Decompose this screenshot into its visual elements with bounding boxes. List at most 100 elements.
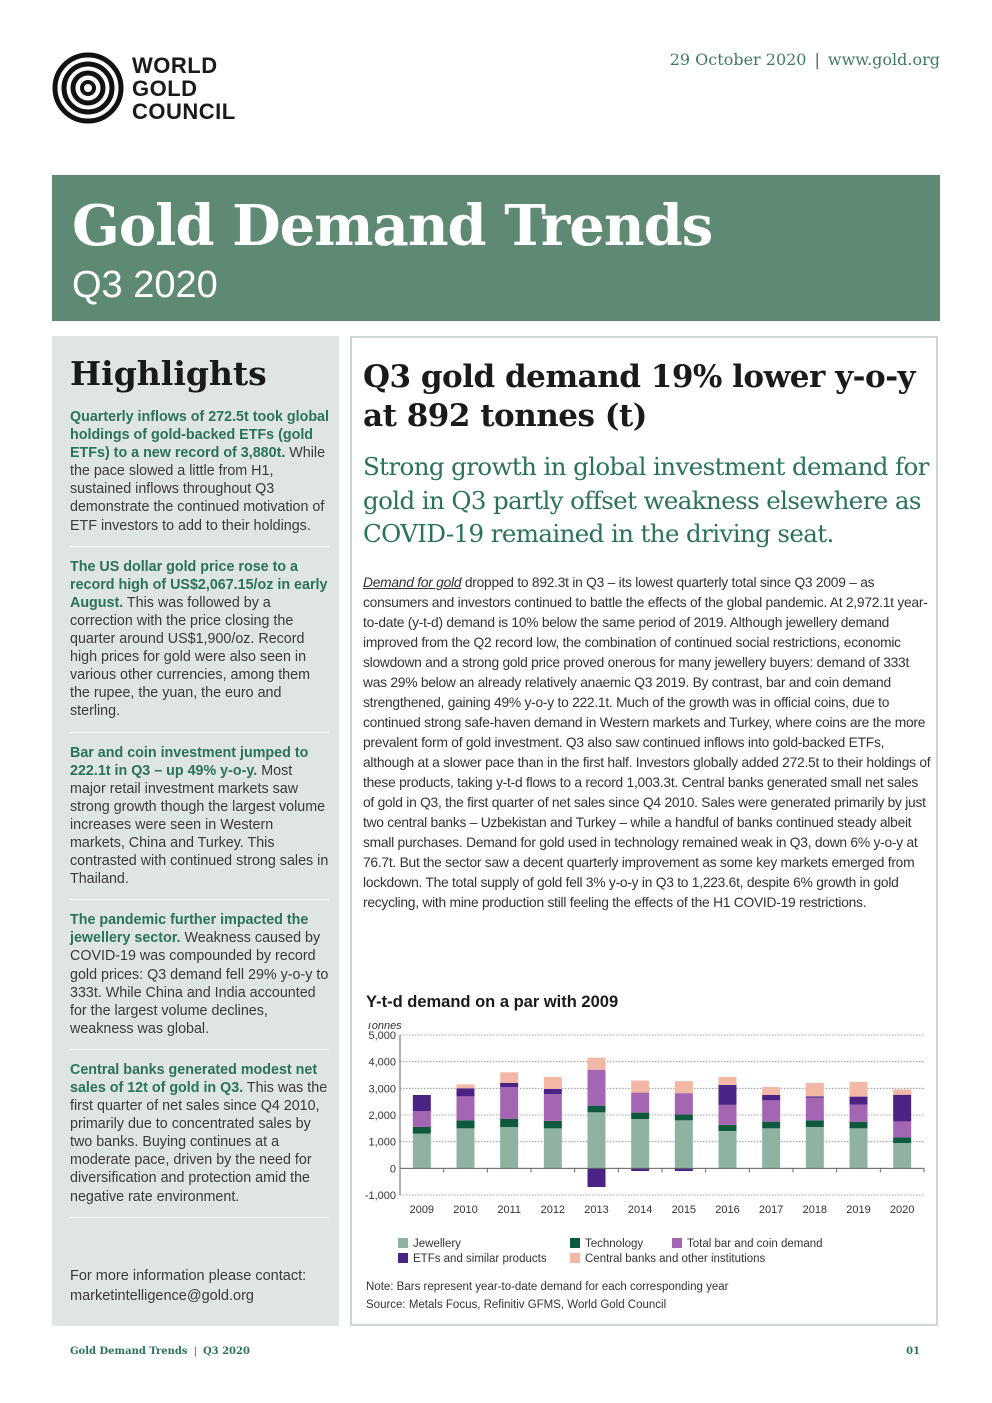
bar-segment xyxy=(762,1100,781,1122)
meta-separator: | xyxy=(814,50,820,69)
bar-segment xyxy=(412,1095,431,1111)
footer-title: Gold Demand Trends xyxy=(70,1346,188,1357)
article-body: Demand for gold dropped to 892.3t in Q3 … xyxy=(363,573,931,913)
legend-entry: Total bar and coin demand xyxy=(672,1238,823,1250)
bar-segment xyxy=(456,1088,475,1097)
highlight-lead: Quarterly inflows of 272.5t took global … xyxy=(70,409,329,462)
bar-segment xyxy=(893,1121,912,1138)
bar-segment xyxy=(718,1104,737,1125)
publication-date: 29 October 2020 xyxy=(669,50,807,69)
bar-segment xyxy=(500,1087,519,1119)
bar-segment xyxy=(893,1137,912,1143)
bar-segment xyxy=(718,1131,737,1169)
bar-segment xyxy=(849,1081,868,1097)
logo-line-1: WORLD xyxy=(132,53,218,78)
bar-segment xyxy=(587,1069,606,1106)
chart-note: Note: Bars represent year-to-date demand… xyxy=(366,1281,729,1293)
y-tick-label: 5,000 xyxy=(368,1030,396,1042)
logo-rings-icon xyxy=(52,52,124,124)
highlight-item: The US dollar gold price rose to a recor… xyxy=(70,558,329,733)
contact-email-link[interactable]: marketintelligence@gold.org xyxy=(70,1288,254,1304)
y-tick-label: 3,000 xyxy=(368,1083,396,1095)
x-tick-label: 2009 xyxy=(410,1204,434,1216)
highlight-item: Central banks generated modest net sales… xyxy=(70,1061,329,1218)
highlight-item: The pandemic further impacted the jewell… xyxy=(70,911,329,1050)
website-link[interactable]: www.gold.org xyxy=(827,50,940,69)
x-tick-label: 2014 xyxy=(628,1204,652,1216)
x-tick-label: 2018 xyxy=(803,1204,827,1216)
bar-segment xyxy=(456,1084,475,1089)
bar-segment xyxy=(456,1128,475,1169)
main-article: Q3 gold demand 19% lower y-o-y at 892 to… xyxy=(350,336,938,1326)
legend-swatch xyxy=(570,1253,580,1263)
bar-segment xyxy=(674,1120,693,1169)
legend-entry: Technology xyxy=(570,1238,643,1250)
bar-segment xyxy=(631,1112,650,1119)
bar-segment xyxy=(893,1143,912,1169)
bar-segment xyxy=(893,1094,912,1122)
highlight-text: Weakness caused by COVID-19 was compound… xyxy=(70,930,329,1037)
footer-separator: | xyxy=(193,1346,197,1357)
bar-segment xyxy=(849,1104,868,1122)
page-footer: Gold Demand Trends | Q3 2020 xyxy=(70,1346,250,1357)
article-headline: Q3 gold demand 19% lower y-o-y at 892 to… xyxy=(363,359,916,434)
bar-segment xyxy=(456,1096,475,1121)
chart-notes: Note: Bars represent year-to-date demand… xyxy=(366,1278,728,1314)
bar-segment xyxy=(805,1096,824,1098)
bar-segment xyxy=(412,1111,431,1127)
bar-segment xyxy=(543,1088,562,1095)
x-tick-label: 2017 xyxy=(759,1204,783,1216)
bar-segment xyxy=(631,1092,650,1113)
highlight-text: This was followed by a correction with t… xyxy=(70,594,310,720)
y-tick-label: 1,000 xyxy=(368,1137,396,1149)
highlights-list: Quarterly inflows of 272.5t took global … xyxy=(70,408,329,1229)
legend-entry: ETFs and similar products xyxy=(398,1253,547,1265)
bar-segment xyxy=(412,1133,431,1169)
bar-segment xyxy=(543,1076,562,1089)
article-body-text: dropped to 892.3t in Q3 – its lowest qua… xyxy=(363,575,931,910)
x-tick-label: 2016 xyxy=(715,1204,739,1216)
y-tick-label: 0 xyxy=(390,1163,396,1175)
legend-label: Jewellery xyxy=(413,1238,461,1250)
bar-segment xyxy=(762,1087,781,1095)
legend-entry: Jewellery xyxy=(398,1238,461,1250)
highlight-lead: The pandemic further impacted the jewell… xyxy=(70,912,309,947)
report-period: Q3 2020 xyxy=(72,264,218,306)
contact-text: For more information please contact: xyxy=(70,1268,307,1284)
demand-for-gold-link[interactable]: Demand for gold xyxy=(363,575,462,590)
highlight-item: Bar and coin investment jumped to 222.1t… xyxy=(70,744,329,901)
legend-swatch xyxy=(570,1238,580,1248)
bar-segment xyxy=(718,1124,737,1131)
legend-swatch xyxy=(672,1238,682,1248)
legend-swatch xyxy=(398,1253,408,1263)
legend-label: Technology xyxy=(585,1238,644,1250)
x-tick-label: 2019 xyxy=(846,1204,870,1216)
bar-segment xyxy=(849,1096,868,1105)
bar-segment xyxy=(849,1128,868,1169)
highlight-lead: Bar and coin investment jumped to 222.1t… xyxy=(70,744,309,779)
legend-label: ETFs and similar products xyxy=(413,1253,547,1265)
report-title: Gold Demand Trends xyxy=(72,193,713,259)
footer-period: Q3 2020 xyxy=(202,1346,250,1357)
y-tick-label: 4,000 xyxy=(368,1057,396,1069)
bar-segment xyxy=(805,1127,824,1169)
bar-segment xyxy=(805,1120,824,1127)
bar-segment xyxy=(543,1120,562,1129)
legend-label: Central banks and other institutions xyxy=(585,1253,766,1265)
world-gold-council-logo: WORLD GOLD COUNCIL xyxy=(52,52,252,124)
highlight-text: Most major retail investment markets saw… xyxy=(70,762,329,888)
contact-block: For more information please contact: mar… xyxy=(70,1266,329,1306)
x-tick-label: 2010 xyxy=(453,1204,477,1216)
bar-segment xyxy=(631,1168,650,1171)
highlight-item: Quarterly inflows of 272.5t took global … xyxy=(70,408,329,547)
y-tick-label: 2,000 xyxy=(368,1110,396,1122)
x-tick-label: 2015 xyxy=(672,1204,696,1216)
bar-segment xyxy=(631,1119,650,1169)
x-tick-label: 2020 xyxy=(890,1204,914,1216)
bar-segment xyxy=(456,1120,475,1129)
bar-segment xyxy=(849,1121,868,1129)
chart-title: Y-t-d demand on a par with 2009 xyxy=(366,993,619,1011)
y-tick-label: -1,000 xyxy=(365,1190,396,1202)
bar-segment xyxy=(718,1084,737,1105)
